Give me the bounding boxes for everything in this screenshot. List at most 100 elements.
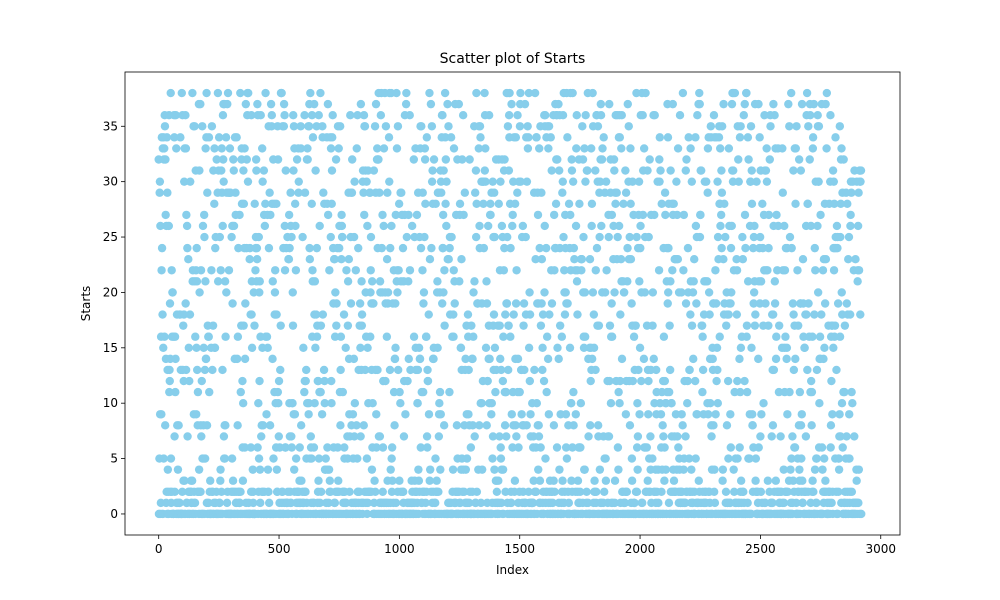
scatter-point bbox=[238, 476, 248, 485]
scatter-point bbox=[660, 476, 669, 485]
scatter-point bbox=[376, 111, 386, 120]
scatter-point bbox=[506, 243, 515, 253]
scatter-point bbox=[802, 310, 811, 319]
scatter-point bbox=[751, 476, 760, 485]
scatter-point bbox=[425, 476, 434, 485]
chart-title: Scatter plot of Starts bbox=[440, 51, 586, 67]
scatter-point bbox=[566, 210, 575, 220]
scatter-point bbox=[657, 487, 666, 496]
scatter-point bbox=[222, 498, 232, 508]
scatter-point bbox=[170, 332, 180, 341]
scatter-point bbox=[734, 177, 743, 186]
scatter-point bbox=[507, 99, 516, 109]
scatter-point bbox=[300, 387, 309, 397]
scatter-point bbox=[660, 443, 669, 452]
scatter-point bbox=[534, 465, 543, 474]
scatter-point bbox=[803, 199, 813, 209]
scatter-point bbox=[386, 465, 395, 474]
scatter-point bbox=[810, 243, 819, 253]
scatter-point bbox=[393, 288, 402, 297]
scatter-point bbox=[519, 299, 529, 308]
scatter-point bbox=[206, 476, 215, 485]
scatter-point bbox=[667, 398, 676, 408]
scatter-point bbox=[241, 99, 251, 109]
scatter-point bbox=[420, 144, 430, 153]
scatter-point bbox=[595, 232, 604, 242]
scatter-point bbox=[727, 99, 737, 109]
scatter-point bbox=[528, 498, 538, 508]
scatter-point bbox=[544, 144, 553, 153]
scatter-point bbox=[276, 365, 285, 375]
scatter-point bbox=[854, 266, 864, 275]
scatter-point bbox=[806, 221, 816, 231]
scatter-point bbox=[581, 111, 590, 120]
scatter-point bbox=[382, 254, 392, 264]
scatter-point bbox=[756, 487, 766, 496]
scatter-point bbox=[623, 243, 632, 253]
scatter-point bbox=[402, 232, 412, 242]
scatter-point bbox=[635, 277, 644, 286]
scatter-point bbox=[758, 243, 768, 253]
scatter-point bbox=[716, 144, 725, 153]
scatter-point bbox=[156, 221, 165, 231]
scatter-point bbox=[554, 99, 563, 109]
scatter-point bbox=[513, 188, 522, 197]
scatter-point bbox=[368, 398, 377, 408]
scatter-point bbox=[327, 166, 337, 175]
scatter-point bbox=[161, 155, 170, 164]
scatter-point bbox=[655, 155, 664, 164]
scatter-point bbox=[500, 155, 509, 164]
scatter-point bbox=[480, 166, 490, 175]
scatter-point bbox=[837, 288, 846, 297]
scatter-point bbox=[401, 410, 410, 419]
scatter-point bbox=[260, 221, 270, 231]
scatter-point bbox=[501, 387, 511, 397]
scatter-point bbox=[782, 343, 792, 353]
scatter-point bbox=[684, 133, 693, 142]
scatter-point bbox=[502, 299, 512, 308]
scatter-point bbox=[357, 321, 367, 330]
scatter-point bbox=[304, 398, 314, 408]
scatter-point bbox=[366, 288, 375, 297]
scatter-point bbox=[627, 299, 636, 308]
scatter-point bbox=[481, 343, 491, 353]
scatter-point bbox=[792, 122, 801, 131]
scatter-point bbox=[328, 111, 337, 120]
scatter-point bbox=[472, 88, 481, 98]
scatter-point bbox=[763, 476, 773, 485]
scatter-point bbox=[414, 476, 424, 485]
scatter-point bbox=[311, 343, 320, 353]
scatter-point bbox=[252, 243, 262, 253]
scatter-point bbox=[817, 310, 826, 319]
scatter-point bbox=[627, 476, 637, 485]
scatter-point bbox=[274, 398, 283, 408]
scatter-point bbox=[498, 376, 508, 386]
scatter-point bbox=[525, 310, 535, 319]
scatter-point bbox=[497, 498, 506, 508]
scatter-point bbox=[428, 166, 437, 175]
scatter-point bbox=[832, 221, 842, 231]
scatter-point bbox=[591, 266, 600, 275]
scatter-point bbox=[711, 410, 720, 419]
scatter-point bbox=[267, 111, 277, 120]
scatter-point bbox=[450, 299, 459, 308]
scatter-point bbox=[247, 310, 256, 319]
scatter-point bbox=[751, 454, 761, 463]
scatter-point bbox=[440, 88, 450, 98]
scatter-point bbox=[572, 144, 581, 153]
scatter-point bbox=[461, 465, 471, 474]
scatter-point bbox=[525, 288, 534, 297]
scatter-point bbox=[424, 310, 433, 319]
scatter-point bbox=[687, 465, 696, 474]
scatter-point bbox=[594, 321, 604, 330]
scatter-point bbox=[802, 88, 812, 98]
scatter-point bbox=[704, 288, 714, 297]
scatter-point bbox=[713, 398, 722, 408]
scatter-point bbox=[564, 199, 574, 209]
scatter-point bbox=[438, 243, 448, 253]
scatter-point bbox=[727, 221, 736, 231]
scatter-point bbox=[808, 476, 817, 485]
scatter-point bbox=[250, 199, 259, 209]
scatter-point bbox=[810, 310, 819, 319]
scatter-point bbox=[264, 498, 274, 508]
